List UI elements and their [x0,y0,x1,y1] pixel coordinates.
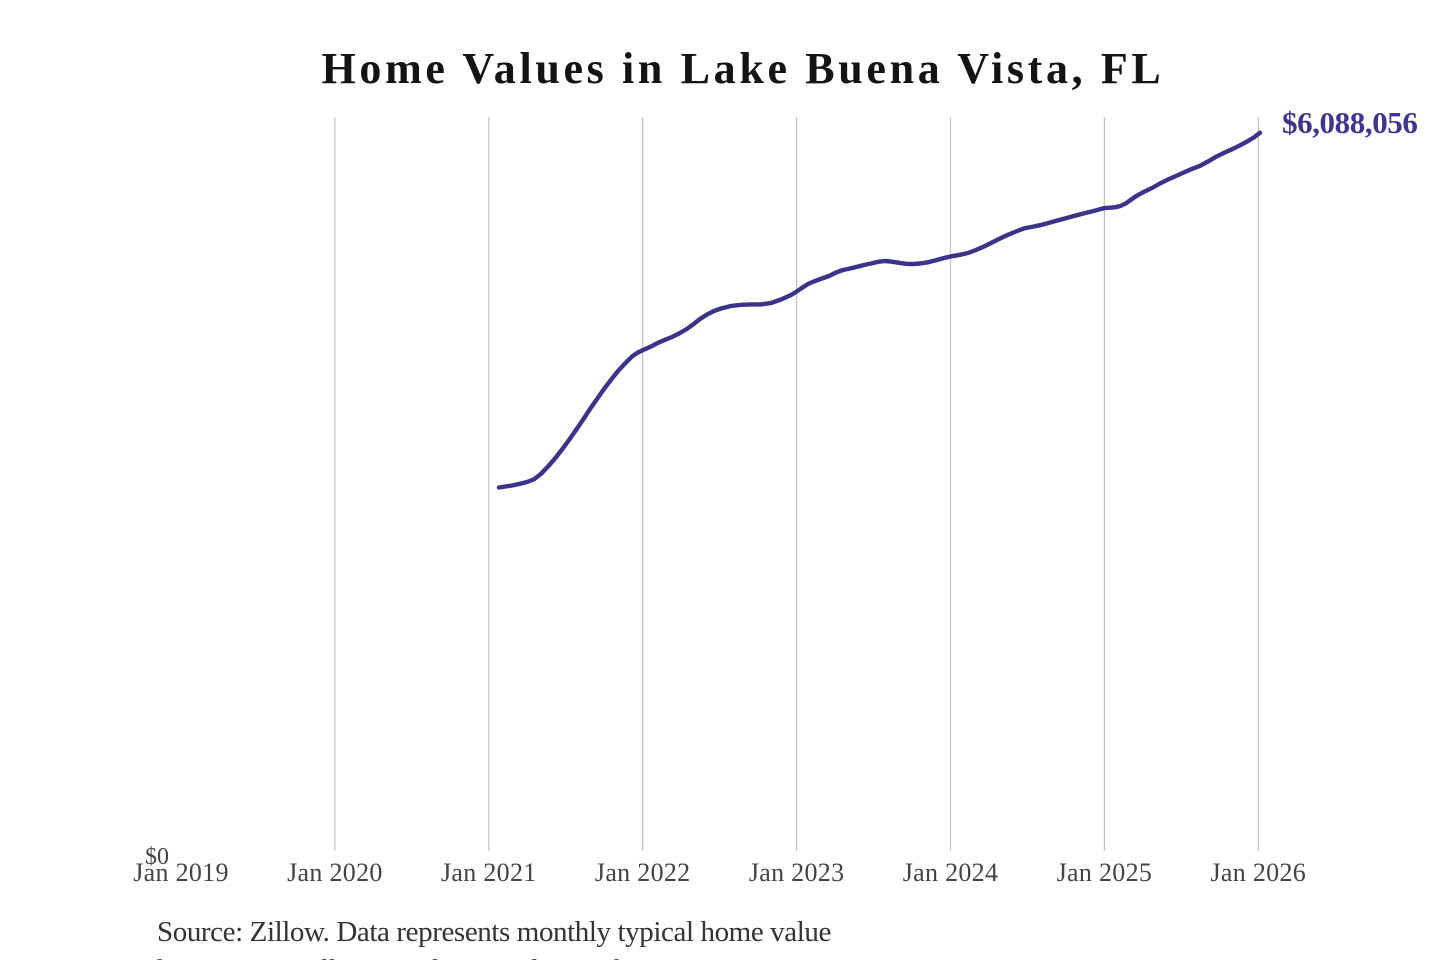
svg-text:https://www.zillow.com/home-va: https://www.zillow.com/home-values/Lake-… [157,954,752,960]
svg-text:Source: Zillow. Data represent: Source: Zillow. Data represents monthly … [157,916,831,948]
svg-text:Jan 2019: Jan 2019 [133,858,229,887]
svg-text:$0: $0 [145,844,169,870]
svg-text:$6,088,056: $6,088,056 [1282,105,1418,140]
svg-text:Jan 2026: Jan 2026 [1211,858,1307,887]
svg-text:Jan 2024: Jan 2024 [903,858,999,887]
svg-text:Jan 2022: Jan 2022 [595,858,691,887]
svg-text:Jan 2020: Jan 2020 [287,858,383,887]
svg-text:Home Values in Lake Buena Vist: Home Values in Lake Buena Vista, FL [322,44,1165,93]
svg-text:Jan 2025: Jan 2025 [1057,858,1153,887]
svg-text:Jan 2021: Jan 2021 [441,858,537,887]
svg-text:Jan 2023: Jan 2023 [749,858,845,887]
